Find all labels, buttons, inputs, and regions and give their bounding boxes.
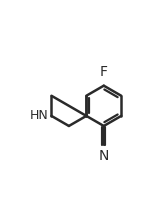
Text: N: N xyxy=(99,150,109,164)
Text: F: F xyxy=(100,65,108,79)
Text: HN: HN xyxy=(30,109,49,122)
